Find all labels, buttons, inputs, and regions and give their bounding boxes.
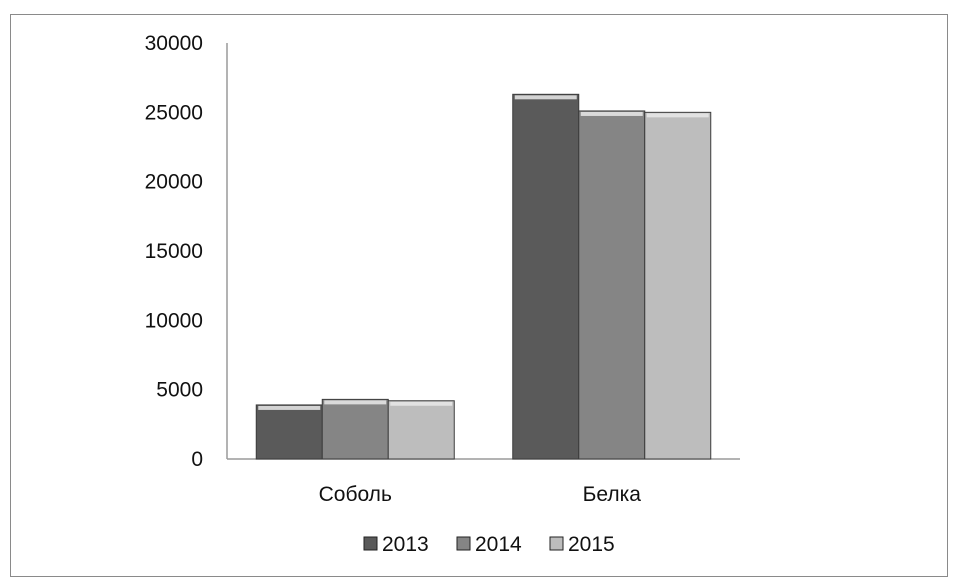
legend-swatch (549, 536, 564, 551)
category-label: Соболь (319, 483, 392, 506)
bar (578, 110, 646, 460)
legend-label: 2014 (475, 533, 522, 556)
bar-highlight (514, 95, 577, 100)
y-tick-labels: 0 5000 10000 15000 20000 25000 30000 (145, 32, 203, 471)
y-tick-label: 15000 (145, 240, 203, 263)
bar-highlight (390, 401, 453, 406)
bar (387, 400, 455, 460)
legend-swatch (456, 536, 471, 551)
bar (255, 404, 323, 460)
chart-frame (10, 14, 948, 577)
y-tick-label: 25000 (145, 101, 203, 124)
bar (321, 398, 389, 460)
y-tick-label: 5000 (156, 379, 203, 402)
bar-series (255, 93, 712, 460)
bar (644, 111, 712, 460)
legend-label: 2013 (382, 533, 429, 556)
y-tick-label: 20000 (145, 171, 203, 194)
category-labels: Соболь Белка (319, 483, 642, 506)
category-label: Белка (583, 483, 642, 506)
bar-highlight (258, 405, 321, 410)
y-tick-label: 10000 (145, 309, 203, 332)
y-tick-label: 30000 (145, 32, 203, 55)
bar-highlight (646, 113, 709, 118)
legend-swatch (363, 536, 378, 551)
y-tick-label: 0 (191, 448, 203, 471)
legend: 2013 2014 2015 (363, 533, 615, 556)
bar (512, 93, 580, 460)
bar-highlight (324, 400, 387, 405)
legend-label: 2015 (568, 533, 615, 556)
bar-highlight (580, 111, 643, 116)
